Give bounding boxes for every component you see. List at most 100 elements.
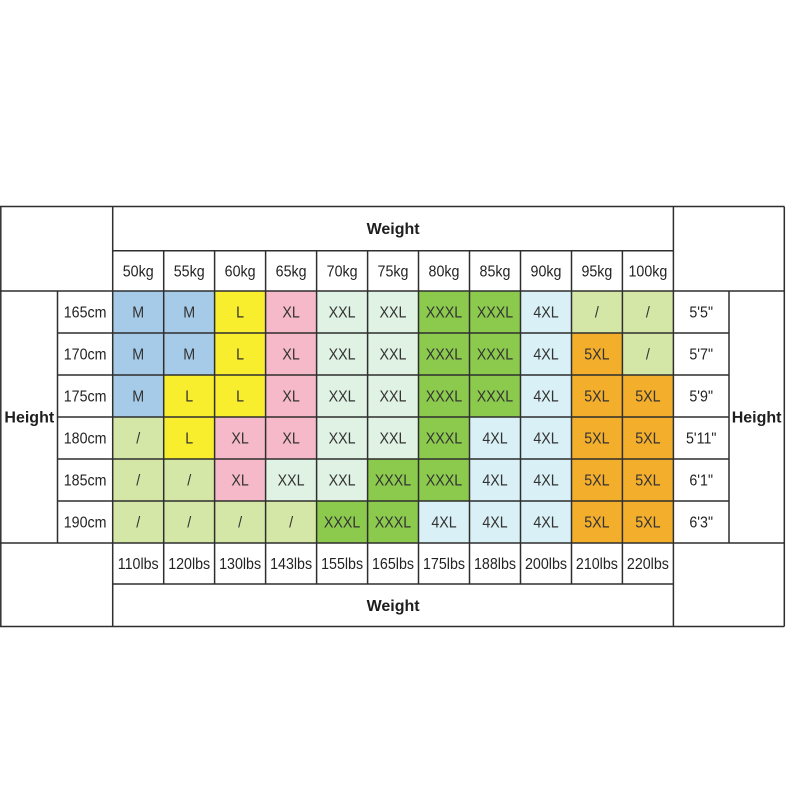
svg-text:Weight: Weight — [367, 221, 421, 238]
svg-text:XXL: XXL — [329, 431, 356, 448]
svg-text:210lbs: 210lbs — [576, 556, 618, 573]
svg-text:75kg: 75kg — [378, 264, 409, 281]
svg-text:185cm: 185cm — [64, 473, 107, 490]
svg-text:5XL: 5XL — [584, 515, 609, 532]
svg-text:XXXL: XXXL — [426, 305, 462, 322]
svg-text:110lbs: 110lbs — [118, 556, 159, 573]
svg-text:XL: XL — [282, 347, 299, 364]
svg-text:XXXL: XXXL — [324, 515, 360, 532]
svg-text:6'3": 6'3" — [689, 515, 713, 532]
svg-text:60kg: 60kg — [225, 264, 256, 281]
svg-text:85kg: 85kg — [480, 264, 511, 281]
svg-text:5XL: 5XL — [635, 515, 660, 532]
svg-text:4XL: 4XL — [482, 473, 507, 490]
svg-text:/: / — [289, 515, 293, 532]
svg-text:L: L — [236, 347, 244, 364]
svg-text:165cm: 165cm — [64, 305, 107, 322]
svg-text:65kg: 65kg — [276, 264, 307, 281]
svg-text:5'9": 5'9" — [689, 389, 713, 406]
svg-text:XXL: XXL — [278, 473, 305, 490]
svg-text:6'1": 6'1" — [689, 473, 713, 490]
svg-text:/: / — [187, 473, 191, 490]
svg-text:M: M — [183, 347, 195, 364]
svg-text:XXXL: XXXL — [375, 515, 411, 532]
svg-text:5'11": 5'11" — [686, 431, 717, 448]
svg-text:XXXL: XXXL — [426, 473, 462, 490]
svg-text:50kg: 50kg — [123, 264, 154, 281]
svg-text:80kg: 80kg — [429, 264, 460, 281]
svg-text:180cm: 180cm — [64, 431, 107, 448]
svg-text:M: M — [132, 347, 144, 364]
svg-text:XXXL: XXXL — [426, 347, 462, 364]
svg-text:XXXL: XXXL — [426, 389, 462, 406]
svg-text:M: M — [132, 389, 144, 406]
svg-text:XXXL: XXXL — [477, 347, 513, 364]
svg-text:/: / — [646, 305, 650, 322]
svg-text:XL: XL — [282, 305, 299, 322]
svg-text:XXL: XXL — [329, 305, 356, 322]
svg-text:/: / — [187, 515, 191, 532]
svg-text:95kg: 95kg — [581, 264, 612, 281]
svg-text:5XL: 5XL — [584, 347, 609, 364]
svg-text:XL: XL — [282, 431, 299, 448]
svg-text:220lbs: 220lbs — [627, 556, 669, 573]
svg-text:L: L — [236, 389, 244, 406]
svg-text:XXL: XXL — [329, 389, 356, 406]
svg-text:/: / — [136, 473, 140, 490]
svg-text:/: / — [646, 347, 650, 364]
svg-text:L: L — [185, 431, 193, 448]
svg-text:5XL: 5XL — [584, 473, 609, 490]
svg-text:5XL: 5XL — [635, 431, 660, 448]
svg-text:200lbs: 200lbs — [525, 556, 567, 573]
svg-text:L: L — [185, 389, 193, 406]
svg-text:4XL: 4XL — [533, 389, 558, 406]
svg-text:XXXL: XXXL — [477, 305, 513, 322]
svg-text:5XL: 5XL — [584, 431, 609, 448]
svg-text:155lbs: 155lbs — [321, 556, 363, 573]
svg-text:4XL: 4XL — [533, 305, 558, 322]
svg-text:M: M — [132, 305, 144, 322]
svg-text:4XL: 4XL — [482, 515, 507, 532]
svg-text:Height: Height — [4, 410, 54, 427]
svg-text:4XL: 4XL — [533, 431, 558, 448]
svg-text:5XL: 5XL — [635, 389, 660, 406]
svg-text:Weight: Weight — [367, 598, 421, 615]
svg-text:4XL: 4XL — [533, 347, 558, 364]
svg-text:188lbs: 188lbs — [474, 556, 516, 573]
svg-text:XL: XL — [231, 431, 248, 448]
svg-text:XXXL: XXXL — [477, 389, 513, 406]
svg-text:/: / — [595, 305, 599, 322]
svg-text:/: / — [136, 431, 140, 448]
svg-text:L: L — [236, 305, 244, 322]
svg-text:XXL: XXL — [380, 347, 407, 364]
svg-text:XL: XL — [231, 473, 248, 490]
svg-text:M: M — [183, 305, 195, 322]
svg-text:5'7": 5'7" — [689, 347, 713, 364]
svg-text:XXL: XXL — [329, 347, 356, 364]
svg-text:XXL: XXL — [380, 431, 407, 448]
svg-text:XXL: XXL — [329, 473, 356, 490]
svg-text:/: / — [238, 515, 242, 532]
svg-text:Height: Height — [732, 410, 782, 427]
svg-text:55kg: 55kg — [174, 264, 205, 281]
svg-text:143lbs: 143lbs — [270, 556, 312, 573]
svg-text:100kg: 100kg — [629, 264, 668, 281]
svg-text:XL: XL — [282, 389, 299, 406]
svg-text:4XL: 4XL — [533, 473, 558, 490]
svg-text:5'5": 5'5" — [689, 305, 713, 322]
svg-text:120lbs: 120lbs — [168, 556, 210, 573]
svg-text:4XL: 4XL — [482, 431, 507, 448]
svg-text:XXL: XXL — [380, 389, 407, 406]
svg-text:/: / — [136, 515, 140, 532]
svg-text:XXXL: XXXL — [426, 431, 462, 448]
svg-text:90kg: 90kg — [531, 264, 562, 281]
svg-text:165lbs: 165lbs — [372, 556, 414, 573]
svg-text:4XL: 4XL — [533, 515, 558, 532]
svg-text:175cm: 175cm — [64, 389, 107, 406]
svg-text:5XL: 5XL — [584, 389, 609, 406]
svg-text:130lbs: 130lbs — [219, 556, 261, 573]
svg-text:175lbs: 175lbs — [423, 556, 465, 573]
svg-text:190cm: 190cm — [64, 515, 107, 532]
svg-text:XXL: XXL — [380, 305, 407, 322]
svg-text:4XL: 4XL — [431, 515, 456, 532]
